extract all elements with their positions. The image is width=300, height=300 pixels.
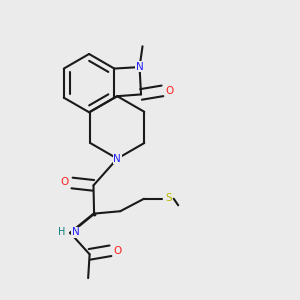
Text: O: O <box>61 177 69 188</box>
Text: O: O <box>166 86 174 96</box>
Text: O: O <box>113 246 122 256</box>
Text: N: N <box>72 227 80 237</box>
Text: S: S <box>165 193 172 203</box>
Text: N: N <box>113 154 121 164</box>
Text: H: H <box>58 227 65 237</box>
Text: N: N <box>136 62 144 72</box>
